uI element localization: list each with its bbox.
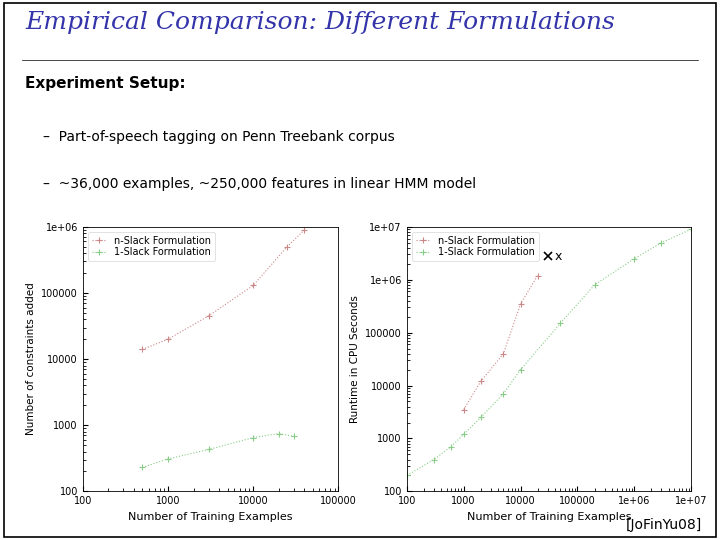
1-Slack Formulation [590,281,599,288]
n-Slack Formulation [163,336,172,342]
1-Slack Formulation [249,434,258,441]
1-Slack Formulation [274,430,283,437]
Y-axis label: Number of constraints added: Number of constraints added [26,283,35,435]
n-Slack Formulation [516,301,525,307]
Text: Experiment Setup:: Experiment Setup: [25,76,186,91]
Text: [JoFinYu08]: [JoFinYu08] [626,518,702,532]
Y-axis label: Runtime in CPU Seconds: Runtime in CPU Seconds [350,295,359,423]
Text: Empirical Comparison: Different Formulations: Empirical Comparison: Different Formulat… [25,11,615,34]
1-Slack Formulation [289,433,298,440]
Line: n-Slack Formulation: n-Slack Formulation [461,273,541,413]
1-Slack Formulation [556,320,564,327]
n-Slack Formulation [138,346,147,353]
n-Slack Formulation [499,350,508,357]
X-axis label: Number of Training Examples: Number of Training Examples [467,512,631,522]
Line: 1-Slack Formulation: 1-Slack Formulation [404,226,694,478]
1-Slack Formulation [499,390,508,397]
n-Slack Formulation [300,227,309,233]
n-Slack Formulation [283,244,292,250]
Legend: n-Slack Formulation, 1-Slack Formulation: n-Slack Formulation, 1-Slack Formulation [412,232,539,261]
1-Slack Formulation [446,443,455,450]
1-Slack Formulation [138,464,147,471]
n-Slack Formulation [249,282,258,289]
1-Slack Formulation [657,240,666,246]
n-Slack Formulation [204,313,213,319]
Line: n-Slack Formulation: n-Slack Formulation [140,227,307,352]
Text: –  ~36,000 examples, ~250,000 features in linear HMM model: – ~36,000 examples, ~250,000 features in… [43,177,477,191]
1-Slack Formulation [402,472,411,478]
1-Slack Formulation [459,431,468,437]
Line: 1-Slack Formulation: 1-Slack Formulation [140,431,297,470]
n-Slack Formulation [477,378,485,384]
Legend: n-Slack Formulation, 1-Slack Formulation: n-Slack Formulation, 1-Slack Formulation [88,232,215,261]
1-Slack Formulation [516,366,525,373]
1-Slack Formulation [204,446,213,453]
1-Slack Formulation [163,456,172,462]
Text: –  Part-of-speech tagging on Penn Treebank corpus: – Part-of-speech tagging on Penn Treeban… [43,130,395,144]
1-Slack Formulation [430,456,438,463]
X-axis label: Number of Training Examples: Number of Training Examples [128,512,293,522]
1-Slack Formulation [630,255,639,262]
n-Slack Formulation [534,272,542,279]
Text: x: x [554,249,562,262]
1-Slack Formulation [477,414,485,421]
n-Slack Formulation [459,407,468,413]
1-Slack Formulation [687,226,696,232]
